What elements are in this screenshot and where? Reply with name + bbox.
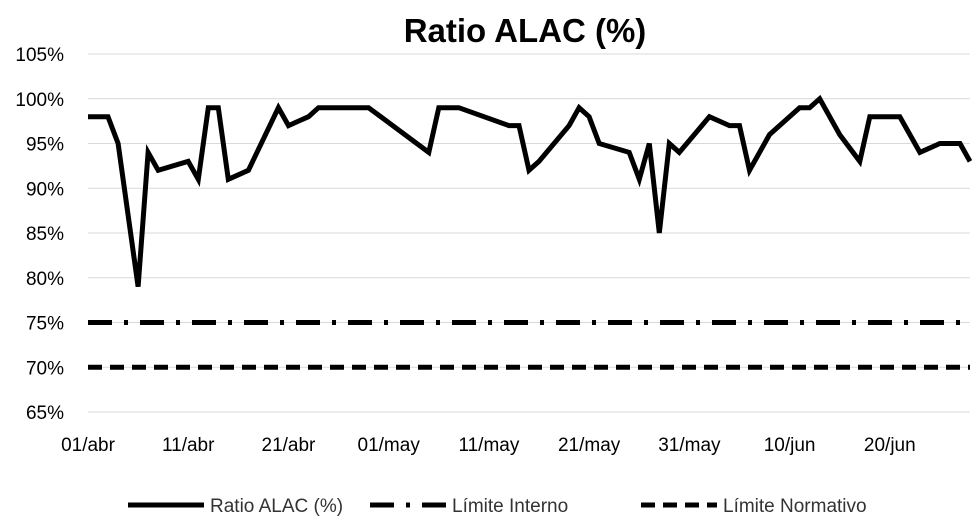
x-tick-label: 20/jun (864, 435, 916, 456)
x-tick-label: 11/abr (162, 435, 215, 456)
x-tick-label: 01/may (358, 435, 421, 456)
x-tick-label: 21/may (558, 435, 621, 456)
x-tick-label: 11/may (458, 435, 519, 456)
y-axis-ticks: 65% 70% 75% 80% 85% 90% 95% 100% 105% (15, 45, 64, 424)
x-tick-label: 21/abr (262, 435, 317, 456)
x-tick-label: 10/jun (764, 435, 816, 456)
y-tick-label: 65% (26, 403, 64, 424)
y-tick-label: 70% (26, 358, 64, 379)
y-tick-label: 100% (15, 90, 64, 111)
x-tick-label: 01/abr (61, 435, 116, 456)
legend-label: Límite Interno (452, 496, 568, 517)
chart-title: Ratio ALAC (%) (404, 12, 647, 49)
legend-label: Límite Normativo (723, 496, 867, 517)
gridlines (88, 53, 970, 413)
y-tick-label: 105% (15, 45, 64, 66)
x-axis-ticks: 01/abr 11/abr 21/abr 01/may 11/may 21/may 31/m… (61, 435, 916, 456)
y-tick-label: 85% (26, 224, 64, 245)
series-line-1 (88, 94, 972, 288)
series-lines (88, 94, 972, 370)
y-tick-label: 80% (26, 269, 64, 290)
legend-label: Ratio ALAC (%) (210, 496, 343, 517)
y-tick-label: 90% (26, 179, 64, 200)
x-tick-label: 31/may (658, 435, 721, 456)
legend: Ratio ALAC (%) Límite Interno Límite Norma… (128, 496, 867, 517)
y-tick-label: 95% (26, 135, 64, 156)
y-tick-label: 75% (26, 314, 64, 335)
